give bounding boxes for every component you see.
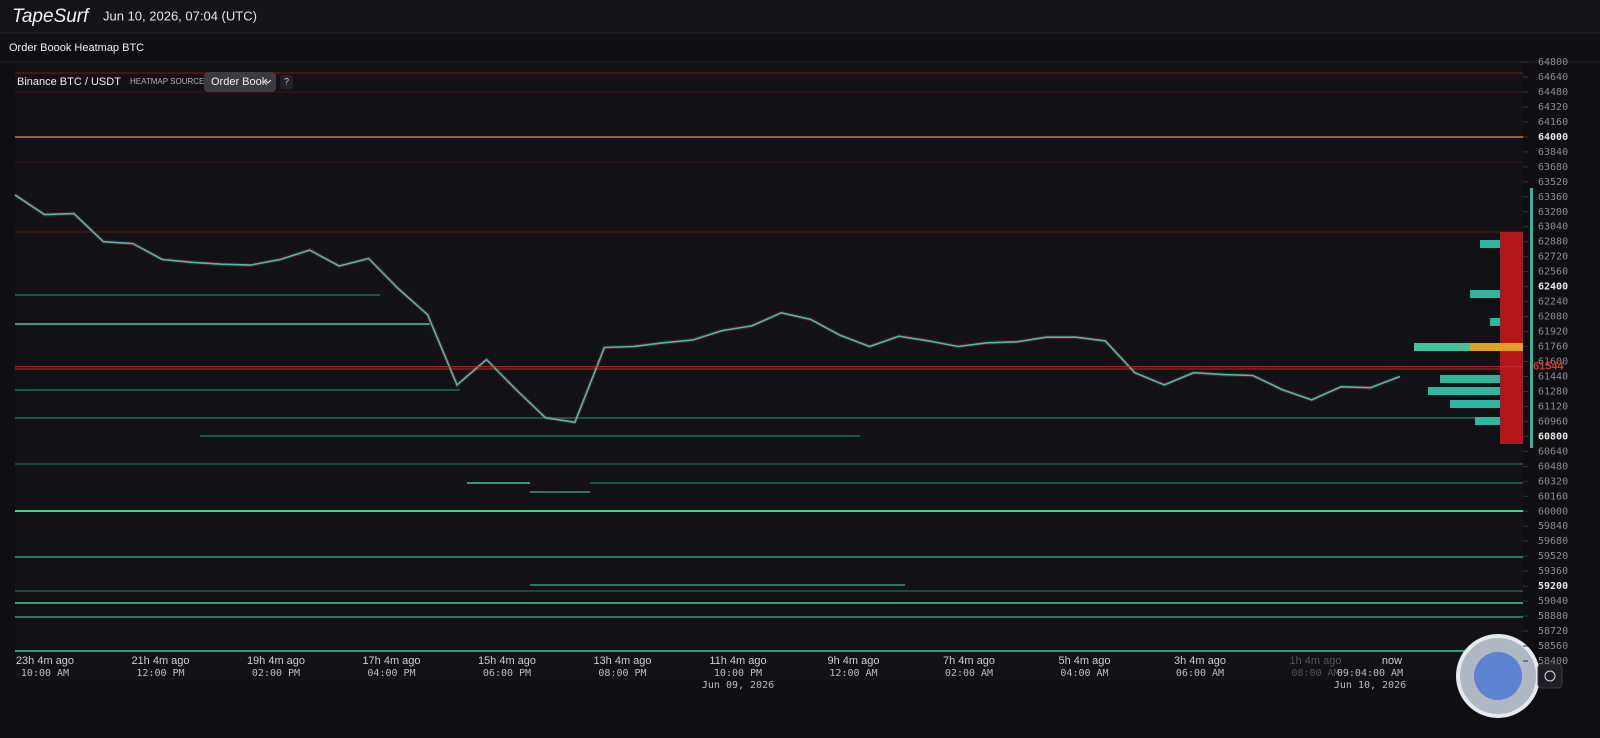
help-button[interactable]: [280, 75, 293, 89]
y-tick-label: 60000: [1538, 506, 1568, 517]
x-time-label: 10:00 PM: [714, 668, 762, 679]
y-tick-label: 61440: [1538, 371, 1568, 382]
y-tick-label: 62080: [1538, 312, 1568, 323]
x-time-label: 04:00 PM: [367, 668, 415, 679]
x-time-label: 10:00 AM: [21, 668, 69, 679]
y-tick-label: 62400: [1538, 282, 1568, 293]
y-tick-label: 59200: [1538, 581, 1568, 592]
brand[interactable]: TapeSurf: [12, 6, 90, 27]
x-ago-label: 5h 4m ago: [1059, 655, 1111, 667]
pair-label: Binance BTC / USDT: [17, 76, 121, 88]
y-tick-label: 59520: [1538, 551, 1568, 562]
y-tick-label: 63520: [1538, 177, 1568, 188]
y-tick-label: 63360: [1538, 192, 1568, 203]
y-tick-label: 62240: [1538, 297, 1568, 308]
y-tick-label: 61120: [1538, 401, 1568, 412]
y-tick-label: 63680: [1538, 162, 1568, 173]
help-text[interactable]: ?: [284, 76, 289, 86]
y-tick-label: 61760: [1538, 342, 1568, 353]
y-tick-label: 59680: [1538, 536, 1568, 547]
x-time-label: 08:00 AM: [1291, 668, 1339, 679]
x-ago-label: 15h 4m ago: [478, 655, 536, 667]
price-line: [14, 194, 1401, 424]
x-time-label: 12:00 AM: [829, 668, 877, 679]
x-time-label: 02:00 AM: [945, 668, 993, 679]
refresh-button[interactable]: [1537, 663, 1563, 689]
y-tick-label: 64160: [1538, 117, 1568, 128]
y-tick-label: 60960: [1538, 416, 1568, 427]
y-tick-label: 64640: [1538, 72, 1568, 83]
source-label: HEATMAP SOURCE: [130, 77, 204, 86]
liquidity-lines: [15, 72, 1523, 652]
current-price-label: 61544: [1533, 361, 1564, 373]
page-title: Order Boook Heatmap BTC: [9, 42, 144, 54]
dropdown-caret: [264, 79, 272, 84]
y-tick-label: 59040: [1538, 596, 1568, 607]
x-ago-label: 7h 4m ago: [943, 655, 995, 667]
y-tick-label: 60480: [1538, 461, 1568, 472]
y-tick-label: 60160: [1538, 491, 1568, 502]
x-time-label: 02:00 PM: [252, 668, 300, 679]
source-dropdown[interactable]: [204, 72, 276, 92]
y-tick-label: 60640: [1538, 446, 1568, 457]
x-ago-label: 21h 4m ago: [131, 655, 189, 667]
x-ago-label: 1h 4m ago: [1290, 655, 1342, 667]
y-tick-label: 58400: [1538, 656, 1568, 667]
refresh-icon: [1544, 670, 1556, 682]
y-tick-label: 59840: [1538, 521, 1568, 532]
y-tick-label: 61280: [1538, 386, 1568, 397]
y-tick-label: 64800: [1538, 57, 1568, 68]
y-tick-label: 61920: [1538, 327, 1568, 338]
x-time-label: 04:00 AM: [1060, 668, 1108, 679]
x-ago-label: 19h 4m ago: [247, 655, 305, 667]
x-time-label: 12:00 PM: [136, 668, 184, 679]
y-tick-label: 61600: [1538, 357, 1568, 368]
top-bar: [0, 0, 1600, 33]
y-tick-label: 62880: [1538, 237, 1568, 248]
x-ago-label: 13h 4m ago: [593, 655, 651, 667]
y-tick-label: 58880: [1538, 611, 1568, 622]
y-tick-label: 60320: [1538, 476, 1568, 487]
x-date-label: Jun 10, 2026: [1334, 680, 1406, 691]
y-tick-label: 62560: [1538, 267, 1568, 278]
logo-inner: [1474, 652, 1522, 700]
y-tick-label: 59360: [1538, 566, 1568, 577]
x-time-label: 06:00 AM: [1176, 668, 1224, 679]
y-tick-label: 63040: [1538, 222, 1568, 233]
x-ago-label: 9h 4m ago: [828, 655, 880, 667]
x-ago-label: 17h 4m ago: [362, 655, 420, 667]
y-tick-label: 58560: [1538, 641, 1568, 652]
y-tick-label: 62720: [1538, 252, 1568, 263]
source-value[interactable]: Order Book: [211, 76, 268, 88]
y-tick-label: 64320: [1538, 102, 1568, 113]
x-time-label: 08:00 PM: [598, 668, 646, 679]
x-time-label: 09:04:00 AM: [1337, 668, 1403, 679]
heatmap-area: [15, 63, 1523, 680]
y-tick-label: 64000: [1538, 132, 1568, 143]
x-date-label: Jun 09, 2026: [702, 680, 774, 691]
x-ago-label: 11h 4m ago: [709, 655, 766, 667]
x-ago-label: 3h 4m ago: [1174, 655, 1226, 667]
x-time-label: 06:00 PM: [483, 668, 531, 679]
datetime: Jun 10, 2026, 07:04 (UTC): [103, 8, 257, 23]
y-tick-label: 64480: [1538, 87, 1568, 98]
y-tick-label: 60800: [1538, 431, 1568, 442]
y-tick-label: 63200: [1538, 207, 1568, 218]
x-ago-label: 23h 4m ago: [16, 655, 74, 667]
depth-profile: [1414, 188, 1533, 448]
y-tick-label: 63840: [1538, 147, 1568, 158]
y-tick-label: 58720: [1538, 626, 1568, 637]
x-ago-label: now: [1382, 655, 1402, 667]
plot: 64800 64640 64480 64320 64160 64000 63840 63680…: [13, 57, 1568, 691]
